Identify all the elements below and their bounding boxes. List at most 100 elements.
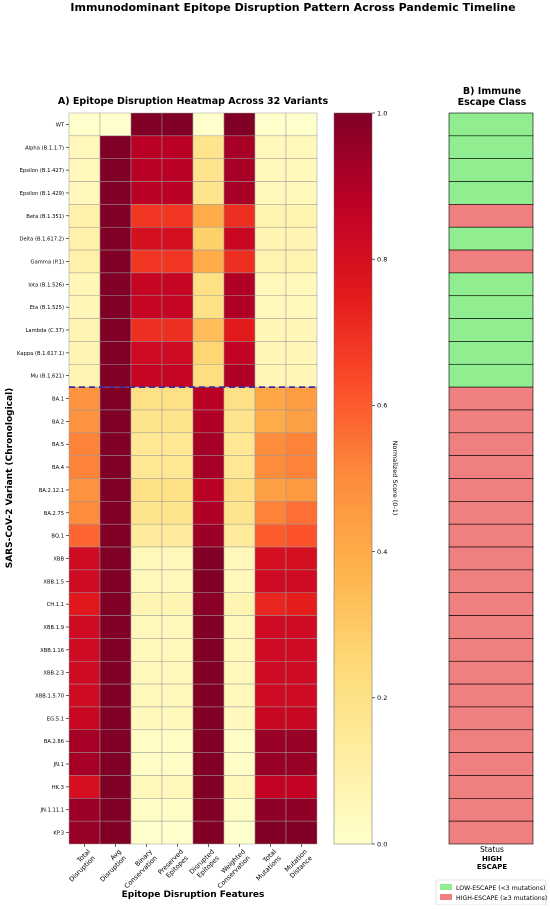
- escape-cell: [448, 363, 534, 388]
- heatmap-cell: [192, 501, 225, 525]
- heatmap-cell: [285, 478, 318, 502]
- heatmap-cell: [192, 592, 225, 616]
- y-tick-label: Delta (B.1.617.2): [19, 237, 64, 243]
- heatmap-cell: [192, 295, 225, 319]
- heatmap-cell: [192, 432, 225, 456]
- heatmap-cell: [130, 775, 163, 799]
- heatmap-cell: [192, 318, 225, 342]
- heatmap-cell: [68, 226, 101, 251]
- heatmap-cell: [285, 158, 318, 182]
- heatmap-cell: [192, 706, 225, 731]
- heatmap-cell: [192, 181, 225, 205]
- heatmap-cell: [68, 569, 101, 593]
- heatmap-cell: [130, 661, 163, 685]
- heatmap-cell: [68, 135, 101, 159]
- x-tick-label: DisruptedEpitopes: [188, 848, 222, 882]
- escape-cell: [448, 135, 534, 159]
- x-tick-label: TotalMutations: [249, 848, 284, 883]
- y-tick-label: JN.1.11.1: [39, 808, 64, 814]
- colorbar-axis: 0.0 0.2 0.4 0.6 0.8 1.0: [372, 109, 387, 848]
- heatmap-cell: [68, 752, 101, 776]
- y-tick-label: XBB.1.5: [43, 579, 64, 585]
- heatmap-cell: [254, 158, 287, 182]
- heatmap-cell: [285, 706, 318, 731]
- heatmap-cell: [68, 501, 101, 525]
- heatmap-cell: [254, 523, 287, 548]
- heatmap-cell: [161, 798, 194, 822]
- heatmap-cell: [254, 364, 287, 388]
- escape-cell: [448, 295, 534, 319]
- heatmap-cell: [285, 729, 318, 753]
- escape-cell: [448, 546, 534, 571]
- heatmap-cell: [161, 341, 194, 365]
- y-tick-label: BA.5: [52, 442, 64, 448]
- escape-cell: [448, 158, 534, 182]
- y-tick-label: BA.2.86: [44, 739, 64, 745]
- heatmap-cell: [192, 546, 225, 571]
- heatmap-cell: [254, 752, 287, 776]
- escape-cell: [448, 683, 534, 708]
- heatmap-cell: [99, 798, 132, 822]
- heatmap-cell: [161, 181, 194, 205]
- heatmap-cell: [130, 638, 163, 662]
- heatmap-cell: [223, 318, 256, 342]
- heatmap-cell: [192, 364, 225, 388]
- heatmap-cell: [161, 455, 194, 479]
- heatmap-cell: [223, 706, 256, 731]
- x-tick-label: AvgDisruption: [93, 848, 129, 884]
- x-tick-label: TotalDisruption: [62, 848, 98, 884]
- heatmap-cell: [223, 455, 256, 479]
- heatmap-cell: [223, 204, 256, 228]
- colorbar-label: Normalized Score (0-1): [391, 441, 399, 516]
- heatmap-cell: [68, 158, 101, 182]
- x-axis-label: Epitope Disruption Features: [122, 890, 265, 900]
- heatmap-cell: [68, 364, 101, 388]
- heatmap-cell: [223, 615, 256, 639]
- y-tick-label: XBB.2.3: [43, 671, 64, 677]
- heatmap-cell: [68, 820, 101, 845]
- heatmap-cell: [161, 432, 194, 456]
- heatmap-cell: [285, 546, 318, 571]
- heatmap-cell: [223, 272, 256, 296]
- heatmap-cell: [285, 409, 318, 434]
- escape-cell: [448, 318, 534, 342]
- heatmap-cell: [99, 249, 132, 274]
- heatmap-cell: [223, 638, 256, 662]
- heatmap-cell: [254, 546, 287, 571]
- y-tick-label: BA.1: [52, 397, 64, 403]
- heatmap-cell: [130, 546, 163, 571]
- heatmap-cell: [285, 226, 318, 251]
- heatmap-cell: [99, 752, 132, 776]
- heatmap-cell: [99, 455, 132, 479]
- heatmap-cell: [99, 112, 132, 137]
- heatmap-cell: [223, 295, 256, 319]
- heatmap-cell: [68, 295, 101, 319]
- heatmap-cell: [130, 455, 163, 479]
- y-tick-label: BA.4: [52, 465, 65, 471]
- escape-cell: [448, 386, 534, 411]
- heatmap-cell: [285, 638, 318, 662]
- heatmap-cell: [130, 204, 163, 228]
- heatmap-cell: [192, 409, 225, 434]
- heatmap-cell: [130, 729, 163, 753]
- heatmap-cell: [68, 478, 101, 502]
- heatmap-cell: [223, 752, 256, 776]
- legend-swatch-high: [440, 894, 452, 900]
- colorbar-tick-label: 0.2: [377, 694, 387, 702]
- heatmap-cell: [161, 478, 194, 502]
- heatmap-cell: [161, 318, 194, 342]
- escape-cell: [448, 341, 534, 365]
- heatmap-cell: [130, 798, 163, 822]
- heatmap-cell: [68, 409, 101, 434]
- heatmap-cell: [99, 386, 132, 411]
- heatmap-cell: [161, 226, 194, 251]
- heatmap-cell: [285, 775, 318, 799]
- heatmap-cell: [223, 820, 256, 845]
- escape-xlabel: Status: [480, 845, 504, 854]
- y-tick-label: Epsilon (B.1.429): [20, 191, 64, 197]
- heatmap-cell: [192, 638, 225, 662]
- heatmap-cell: [254, 592, 287, 616]
- heatmap-cell: [99, 569, 132, 593]
- x-tick-label: MutationDistance: [282, 848, 314, 880]
- x-tick-label: WeightedConservation: [210, 848, 252, 890]
